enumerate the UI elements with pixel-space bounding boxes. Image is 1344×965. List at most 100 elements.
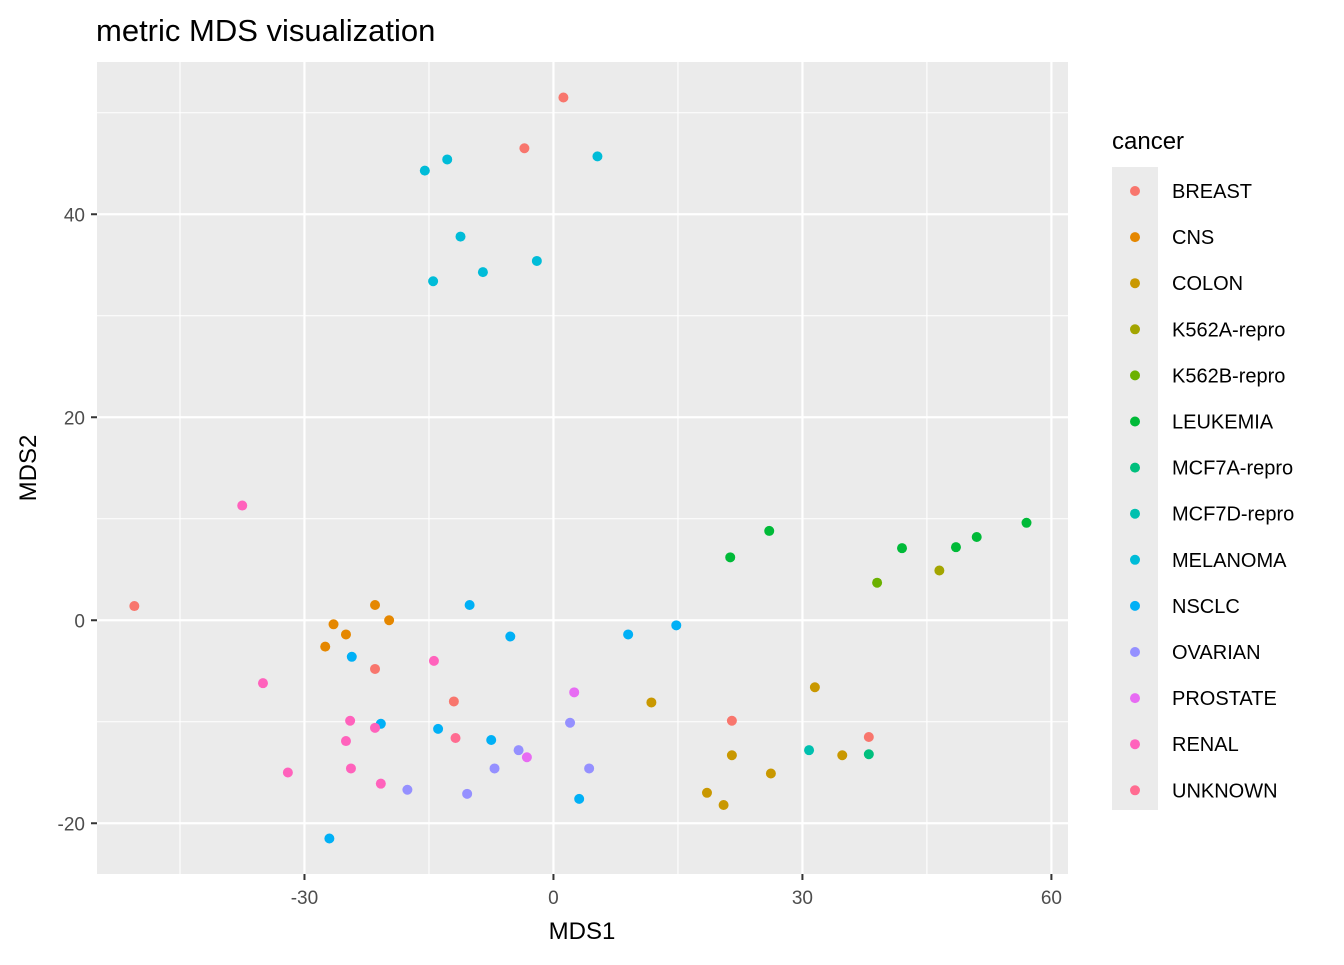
legend-label-renal: RENAL bbox=[1172, 734, 1239, 756]
point-leukemia bbox=[950, 542, 961, 553]
y-tick-label: 20 bbox=[64, 408, 85, 429]
point-melanoma bbox=[455, 231, 466, 242]
y-tick-label: 40 bbox=[64, 205, 85, 226]
point-ovarian bbox=[489, 763, 500, 774]
legend-key-mcf7d-repro bbox=[1130, 508, 1140, 519]
point-breast bbox=[129, 601, 140, 612]
legend-label-prostate: PROSTATE bbox=[1172, 688, 1277, 710]
legend-label-k562b-repro: K562B-repro bbox=[1172, 365, 1285, 387]
legend-key-prostate bbox=[1130, 693, 1140, 704]
point-ovarian bbox=[584, 763, 595, 774]
point-nsclc bbox=[671, 620, 682, 631]
major-gridlines bbox=[97, 62, 1068, 874]
point-nsclc bbox=[324, 833, 335, 844]
legend-label-colon: COLON bbox=[1172, 273, 1243, 295]
legend-label-unknown: UNKNOWN bbox=[1172, 780, 1278, 802]
point-k562a-repro bbox=[934, 565, 945, 576]
point-renal bbox=[340, 736, 351, 747]
x-axis-ticks: -30 0 30 60 bbox=[291, 874, 1062, 909]
point-nsclc bbox=[433, 723, 444, 734]
legend-label-cns: CNS bbox=[1172, 227, 1214, 249]
point-leukemia bbox=[764, 525, 775, 536]
point-mcf7d-repro bbox=[804, 745, 815, 756]
point-colon bbox=[646, 697, 657, 708]
point-renal bbox=[237, 500, 248, 511]
legend-label-nsclc: NSCLC bbox=[1172, 596, 1240, 618]
point-leukemia bbox=[725, 552, 736, 563]
legend-key-ovarian bbox=[1130, 647, 1140, 657]
legend-key-mcf7a-repro bbox=[1130, 462, 1140, 473]
point-melanoma bbox=[419, 165, 430, 176]
legend-key-colon bbox=[1130, 278, 1140, 289]
point-nsclc bbox=[346, 651, 357, 662]
point-leukemia bbox=[1021, 517, 1032, 528]
plot-panel bbox=[97, 62, 1068, 874]
legend-title: cancer bbox=[1112, 128, 1184, 155]
data-points bbox=[129, 92, 1032, 844]
point-renal bbox=[345, 763, 356, 774]
point-cns bbox=[328, 619, 339, 630]
legend-label-leukemia: LEUKEMIA bbox=[1172, 412, 1274, 434]
point-unknown bbox=[450, 732, 461, 743]
y-tick-label: 0 bbox=[74, 611, 85, 632]
point-breast bbox=[863, 731, 874, 742]
point-ovarian bbox=[513, 745, 524, 756]
point-breast bbox=[726, 715, 737, 726]
legend-label-melanoma: MELANOMA bbox=[1172, 550, 1287, 572]
point-colon bbox=[726, 750, 737, 761]
point-nsclc bbox=[505, 631, 516, 642]
point-cns bbox=[384, 615, 395, 626]
y-axis-title: MDS2 bbox=[15, 435, 42, 502]
legend-key-nsclc bbox=[1130, 600, 1140, 611]
x-axis-title: MDS1 bbox=[549, 918, 616, 945]
legend-key-background bbox=[1112, 167, 1158, 810]
legend-key-k562b-repro bbox=[1130, 370, 1140, 381]
point-melanoma bbox=[531, 255, 542, 266]
point-renal bbox=[345, 715, 356, 726]
point-breast bbox=[519, 143, 530, 154]
legend-key-renal bbox=[1130, 739, 1140, 750]
legend-key-breast bbox=[1130, 186, 1140, 196]
legend-label-ovarian: OVARIAN bbox=[1172, 642, 1261, 664]
point-nsclc bbox=[574, 793, 585, 804]
point-breast bbox=[558, 92, 569, 103]
point-colon bbox=[718, 799, 729, 810]
point-leukemia bbox=[971, 532, 982, 543]
point-ovarian bbox=[462, 788, 473, 799]
legend-label-k562a-repro: K562A-repro bbox=[1172, 319, 1285, 341]
point-ovarian bbox=[565, 717, 576, 728]
point-mcf7a-repro bbox=[863, 749, 874, 760]
legend-key-unknown bbox=[1130, 785, 1140, 796]
point-nsclc bbox=[464, 600, 475, 611]
point-renal bbox=[428, 655, 439, 666]
point-leukemia bbox=[897, 543, 908, 554]
y-axis-ticks: -20 0 20 40 bbox=[58, 205, 97, 835]
point-breast bbox=[448, 696, 459, 707]
point-nsclc bbox=[623, 629, 634, 640]
point-melanoma bbox=[477, 267, 488, 278]
legend-label-mcf7a-repro: MCF7A-repro bbox=[1172, 458, 1293, 480]
point-renal bbox=[375, 778, 386, 789]
point-colon bbox=[837, 750, 848, 761]
x-tick-label: 0 bbox=[548, 888, 559, 909]
legend-key-leukemia bbox=[1130, 416, 1140, 427]
point-colon bbox=[809, 682, 820, 693]
y-tick-label: -20 bbox=[58, 814, 85, 835]
point-colon bbox=[765, 768, 776, 779]
point-nsclc bbox=[486, 735, 497, 746]
x-tick-label: 60 bbox=[1041, 888, 1062, 909]
x-tick-label: -30 bbox=[291, 888, 318, 909]
point-melanoma bbox=[592, 151, 603, 162]
minor-gridlines bbox=[97, 62, 1068, 874]
legend-key-melanoma bbox=[1130, 554, 1140, 565]
point-colon bbox=[701, 787, 712, 798]
point-renal bbox=[370, 722, 381, 733]
legend-key-cns bbox=[1130, 232, 1140, 243]
point-renal bbox=[282, 767, 293, 778]
point-melanoma bbox=[442, 154, 453, 165]
legend-key-k562a-repro bbox=[1130, 324, 1140, 335]
x-tick-label: 30 bbox=[792, 888, 813, 909]
legend-label-mcf7d-repro: MCF7D-repro bbox=[1172, 504, 1294, 526]
